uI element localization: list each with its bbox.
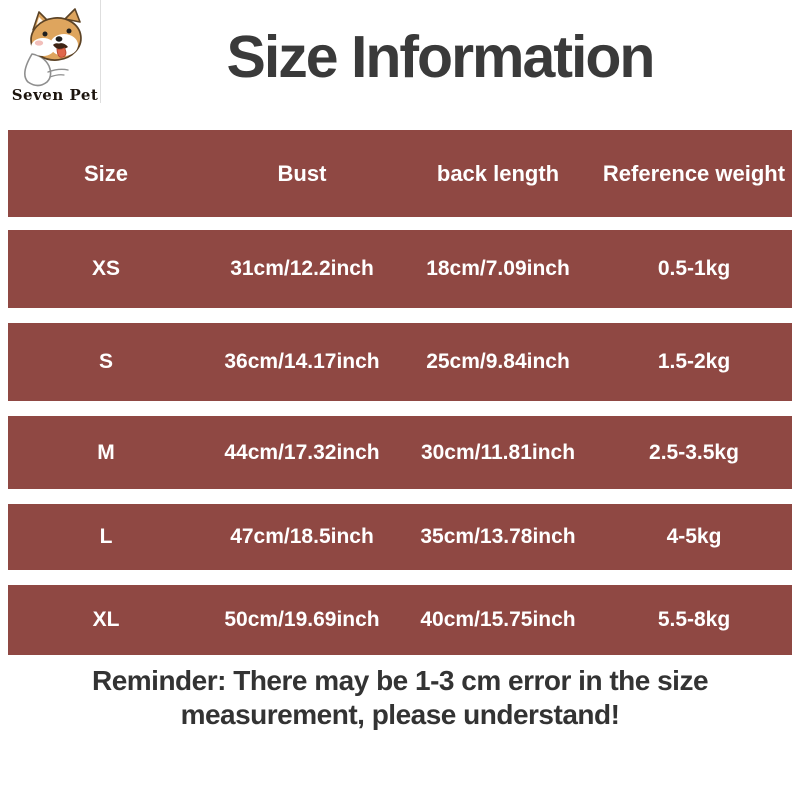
table-row-m: M 44cm/17.32inch 30cm/11.81inch 2.5-3.5k… — [8, 416, 792, 489]
brand-logo: Seven Pet — [10, 8, 100, 108]
cell-weight: 5.5-8kg — [657, 608, 731, 631]
brand-name: Seven Pet — [11, 86, 99, 104]
reminder-text: Reminder: There may be 1-3 cm error in t… — [91, 665, 709, 731]
cell-bust: 47cm/18.5inch — [230, 525, 374, 548]
header-reference-weight: Reference weight — [602, 160, 786, 186]
cell-bust: 44cm/17.32inch — [224, 440, 380, 464]
cell-bust: 31cm/12.2inch — [230, 257, 374, 280]
cell-size: XS — [91, 257, 120, 280]
cell-bust: 36cm/14.17inch — [224, 350, 380, 373]
cell-weight: 1.5-2kg — [657, 350, 731, 373]
cell-back-length: 30cm/11.81inch — [420, 440, 576, 464]
cell-size: L — [99, 525, 113, 548]
table-row-xs: XS 31cm/12.2inch 18cm/7.09inch 0.5-1kg — [8, 230, 792, 308]
page-title: Size Information — [226, 24, 656, 90]
cell-size: XL — [92, 608, 120, 631]
cell-weight: 0.5-1kg — [657, 257, 731, 280]
header-back-length: back length — [436, 160, 560, 186]
logo-divider-line — [100, 0, 101, 103]
cell-weight: 2.5-3.5kg — [649, 440, 739, 464]
cell-bust: 50cm/19.69inch — [224, 608, 380, 631]
cell-size: S — [98, 350, 113, 373]
cell-back-length: 25cm/9.84inch — [426, 350, 570, 373]
cell-back-length: 18cm/7.09inch — [426, 257, 570, 280]
cell-weight: 4-5kg — [666, 525, 722, 548]
table-row-s: S 36cm/14.17inch 25cm/9.84inch 1.5-2kg — [8, 323, 792, 401]
cell-back-length: 35cm/13.78inch — [420, 525, 576, 548]
cell-size: M — [97, 440, 115, 464]
size-table: Size Bust back length Reference weight X… — [8, 130, 792, 655]
cell-back-length: 40cm/15.75inch — [420, 608, 576, 631]
header-size: Size — [83, 160, 129, 186]
table-header-row: Size Bust back length Reference weight — [8, 130, 792, 217]
table-row-l: L 47cm/18.5inch 35cm/13.78inch 4-5kg — [8, 504, 792, 570]
header-bust: Bust — [277, 160, 327, 186]
shiba-dog-icon — [10, 8, 100, 88]
table-row-xl: XL 50cm/19.69inch 40cm/15.75inch 5.5-8kg — [8, 585, 792, 655]
